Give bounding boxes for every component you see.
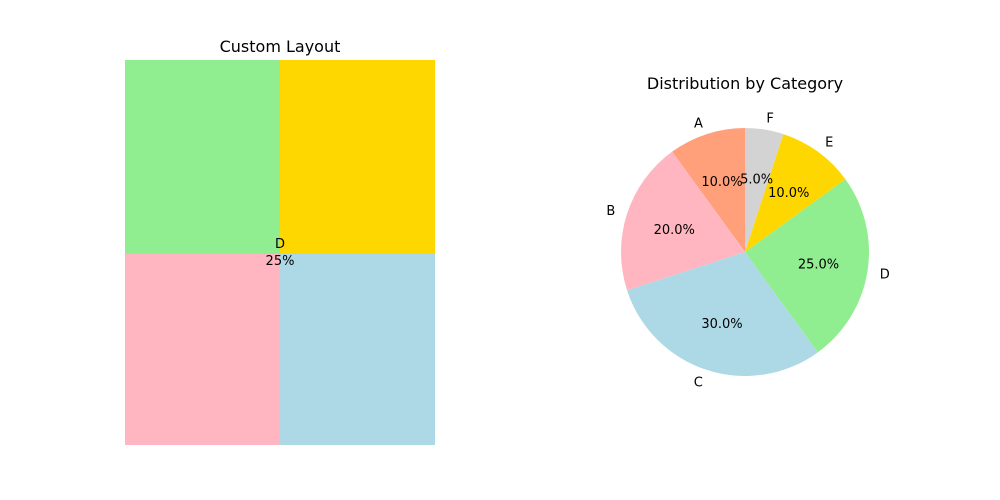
treemap-cell bbox=[280, 60, 435, 254]
pie-slice-f bbox=[745, 128, 784, 252]
pie-label-a: A bbox=[694, 116, 703, 131]
pie-slice-b bbox=[621, 151, 745, 291]
pie-slice-e bbox=[745, 134, 846, 252]
pie-label-e: E bbox=[825, 136, 833, 151]
treemap-cell bbox=[125, 254, 280, 445]
pie-slice-a bbox=[672, 128, 745, 252]
pie-slice-c bbox=[627, 252, 818, 377]
treemap-annotation-label: D bbox=[275, 237, 285, 252]
treemap-cell bbox=[280, 254, 435, 445]
treemap-cells bbox=[125, 60, 435, 445]
treemap-cell bbox=[125, 60, 280, 254]
pie-slice-d bbox=[745, 179, 870, 353]
pie-label-b: B bbox=[606, 204, 615, 219]
pie-pct-c: 30.0% bbox=[701, 317, 742, 332]
pie-pct-d: 25.0% bbox=[798, 258, 839, 273]
pie-panel: Distribution by Category A 10.0% B 20.0% C 30… bbox=[606, 74, 889, 391]
pie-pct-b: 20.0% bbox=[654, 223, 695, 238]
treemap-title: Custom Layout bbox=[220, 37, 341, 56]
pie-pct-f: 5.0% bbox=[740, 173, 773, 188]
pie-title: Distribution by Category bbox=[647, 74, 843, 93]
pie-labels: A 10.0% B 20.0% C 30.0% D 25.0% E 10.0% F 5.0% bbox=[606, 111, 889, 390]
treemap-panel: Custom Layout D 25% bbox=[125, 37, 435, 445]
pie-pct-e: 10.0% bbox=[768, 186, 809, 201]
pie-label-f: F bbox=[766, 111, 773, 126]
treemap-annotation-value: 25% bbox=[266, 254, 295, 269]
pie-slices bbox=[621, 128, 870, 377]
pie-label-d: D bbox=[880, 267, 890, 282]
pie-label-c: C bbox=[694, 376, 703, 391]
pie-pct-a: 10.0% bbox=[701, 175, 742, 190]
